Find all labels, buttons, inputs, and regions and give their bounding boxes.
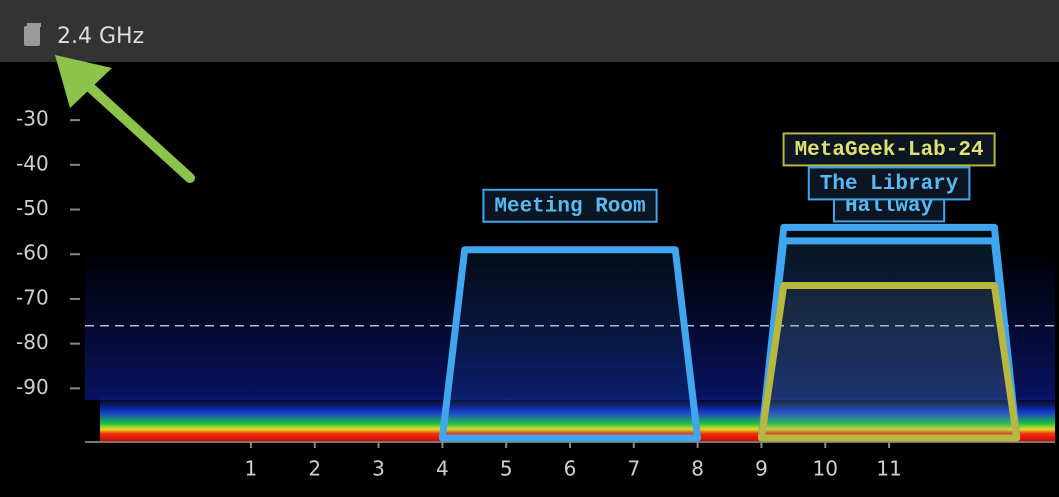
y-tick-label: -30 [16,107,49,131]
network-name: The Library [820,173,959,196]
x-tick-label: 4 [436,457,449,481]
y-tick-label: -40 [16,151,49,175]
x-tick-label: 3 [372,457,385,481]
y-tick-label: -60 [16,241,49,265]
network-name: Meeting Room [494,195,645,218]
band-label[interactable]: 2.4 GHz [57,24,144,49]
annotation-arrow [55,55,195,183]
network-label: MetaGeek-Lab-24 [782,132,996,167]
band-icon [24,23,41,46]
y-tick-label: -70 [16,285,49,309]
x-tick-label: 6 [564,457,577,481]
x-tick-label: 1 [245,457,258,481]
x-tick-label: 7 [627,457,640,481]
network-shape [757,282,1021,442]
label-box [782,132,996,167]
noise-haze [85,250,1055,400]
x-tick-label: 10 [813,457,838,481]
noise-floor [100,396,1055,442]
label-box [482,188,658,223]
y-tick-label: -50 [16,196,49,220]
x-tick-label: 11 [876,457,901,481]
x-tick-label: 8 [691,457,704,481]
x-tick-label: 9 [755,457,768,481]
x-tick-label: 5 [500,457,513,481]
network-label: Meeting Room [482,188,658,223]
y-tick-label: -90 [16,375,49,399]
network-shape [438,246,702,442]
label-box [807,166,971,201]
network-label: The Library [807,166,971,201]
header-bar [0,0,1059,62]
x-tick-label: 2 [308,457,321,481]
y-tick-label: -80 [16,330,49,354]
network-name: MetaGeek-Lab-24 [795,139,984,162]
network-name: Hallway [845,195,934,218]
